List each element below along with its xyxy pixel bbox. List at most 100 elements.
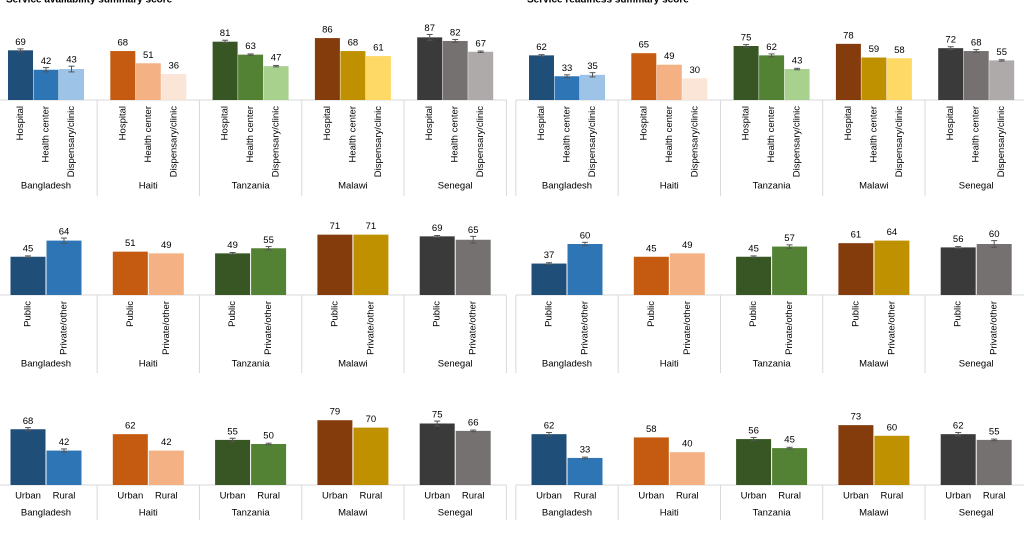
category-label: Dispensary/clinic bbox=[894, 106, 905, 178]
bar bbox=[314, 38, 340, 100]
value-label: 75 bbox=[432, 410, 443, 421]
value-label: 62 bbox=[125, 421, 136, 432]
bar bbox=[874, 240, 910, 295]
category-label: Private/other bbox=[989, 301, 1000, 355]
value-label: 51 bbox=[125, 238, 136, 249]
category-label: Rural bbox=[676, 491, 699, 502]
value-label: 42 bbox=[41, 56, 52, 67]
bar bbox=[567, 457, 603, 485]
group-label: Tanzania bbox=[753, 508, 792, 519]
category-label: Private/other bbox=[682, 301, 693, 355]
value-label: 45 bbox=[646, 243, 657, 254]
bar bbox=[353, 427, 389, 485]
bar bbox=[861, 57, 887, 100]
category-label: Private/other bbox=[365, 301, 376, 355]
bar bbox=[353, 234, 389, 295]
bar bbox=[317, 420, 353, 485]
group-label: Malawi bbox=[859, 359, 889, 370]
bar bbox=[669, 452, 705, 485]
value-label: 78 bbox=[843, 30, 854, 41]
group-label: Bangladesh bbox=[21, 508, 71, 519]
category-label: Rural bbox=[778, 491, 801, 502]
category-label: Dispensary/clinic bbox=[792, 106, 803, 178]
group-label: Tanzania bbox=[232, 181, 271, 192]
category-label: Hospital bbox=[843, 106, 854, 140]
bar bbox=[46, 240, 82, 295]
value-label: 60 bbox=[989, 229, 1000, 240]
category-label: Health center bbox=[562, 106, 573, 163]
group-label: Malawi bbox=[338, 359, 368, 370]
value-label: 30 bbox=[690, 65, 701, 76]
category-label: Hospital bbox=[15, 106, 26, 140]
category-label: Urban bbox=[220, 491, 246, 502]
bar bbox=[938, 48, 964, 100]
category-label: Health center bbox=[41, 106, 52, 163]
value-label: 64 bbox=[59, 227, 70, 238]
category-label: Health center bbox=[143, 106, 154, 163]
category-label: Public bbox=[850, 301, 861, 327]
category-label: Public bbox=[227, 301, 238, 327]
group-label: Tanzania bbox=[232, 508, 271, 519]
bar bbox=[963, 51, 989, 100]
bar bbox=[110, 51, 136, 100]
value-label: 49 bbox=[161, 240, 172, 251]
bar bbox=[772, 246, 808, 295]
bar bbox=[531, 263, 567, 295]
value-label: 56 bbox=[748, 426, 759, 437]
group-label: Tanzania bbox=[753, 181, 792, 192]
bar bbox=[135, 63, 161, 100]
category-label: Rural bbox=[462, 491, 485, 502]
value-label: 60 bbox=[887, 422, 898, 433]
value-label: 61 bbox=[851, 230, 862, 241]
bar bbox=[940, 247, 976, 295]
value-label: 49 bbox=[682, 240, 693, 251]
value-label: 56 bbox=[953, 234, 964, 245]
group-label: Malawi bbox=[859, 181, 889, 192]
bar bbox=[733, 46, 759, 100]
panel-title: Service availability summary score bbox=[6, 0, 173, 6]
value-label: 58 bbox=[894, 45, 905, 56]
category-label: Health center bbox=[766, 106, 777, 163]
value-label: 35 bbox=[587, 61, 598, 72]
value-label: 87 bbox=[424, 23, 435, 34]
category-label: Public bbox=[544, 301, 555, 327]
value-label: 51 bbox=[143, 50, 154, 61]
bar bbox=[10, 256, 46, 295]
category-label: Urban bbox=[638, 491, 664, 502]
bar bbox=[759, 55, 785, 100]
category-label: Health center bbox=[450, 106, 461, 163]
bar bbox=[736, 256, 772, 295]
category-label: Private/other bbox=[468, 301, 479, 355]
value-label: 45 bbox=[23, 243, 34, 254]
bar bbox=[835, 43, 861, 100]
value-label: 68 bbox=[23, 416, 34, 427]
value-label: 59 bbox=[869, 44, 880, 55]
category-label: Rural bbox=[881, 491, 904, 502]
bar bbox=[736, 439, 772, 485]
group-label: Bangladesh bbox=[21, 181, 71, 192]
value-label: 68 bbox=[348, 38, 359, 49]
category-label: Private/other bbox=[886, 301, 897, 355]
bar bbox=[838, 425, 874, 485]
value-label: 69 bbox=[15, 37, 26, 48]
value-label: 36 bbox=[169, 61, 180, 72]
value-label: 60 bbox=[580, 231, 591, 242]
group-label: Haiti bbox=[660, 359, 679, 370]
value-label: 79 bbox=[330, 407, 341, 418]
group-label: Bangladesh bbox=[21, 359, 71, 370]
group-label: Senegal bbox=[959, 359, 994, 370]
category-label: Dispensary/clinic bbox=[373, 106, 384, 178]
group-label: Haiti bbox=[660, 181, 679, 192]
bar bbox=[10, 429, 46, 485]
value-label: 70 bbox=[366, 414, 377, 425]
category-label: Public bbox=[646, 301, 657, 327]
bar bbox=[531, 434, 567, 485]
bar bbox=[33, 69, 59, 100]
value-label: 71 bbox=[330, 221, 341, 232]
value-label: 62 bbox=[536, 42, 547, 53]
category-label: Rural bbox=[53, 491, 76, 502]
group-label: Senegal bbox=[959, 181, 994, 192]
category-label: Dispensary/clinic bbox=[996, 106, 1007, 178]
value-label: 55 bbox=[227, 426, 238, 437]
